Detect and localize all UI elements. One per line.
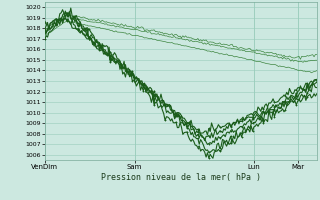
X-axis label: Pression niveau de la mer( hPa ): Pression niveau de la mer( hPa ) bbox=[101, 173, 261, 182]
